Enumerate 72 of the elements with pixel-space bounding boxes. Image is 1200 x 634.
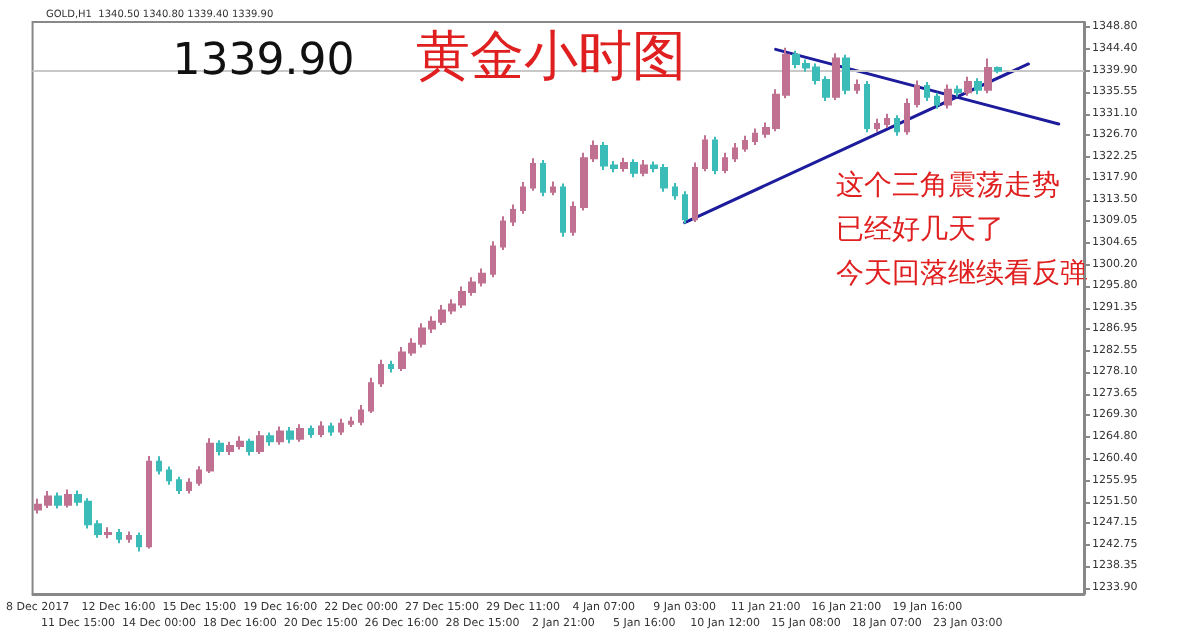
chart-title: 黄金小时图	[416, 26, 686, 88]
candlestick	[358, 404, 364, 427]
candlestick	[904, 97, 910, 136]
candlestick	[620, 156, 628, 173]
candlestick	[722, 151, 728, 175]
candlestick	[246, 437, 254, 457]
candlestick	[308, 424, 314, 439]
candlestick	[832, 52, 840, 102]
candlestick	[842, 53, 850, 96]
candlestick	[752, 127, 758, 146]
candlestick	[216, 439, 224, 457]
candlestick	[500, 215, 506, 251]
candlestick	[104, 526, 112, 540]
candlestick	[984, 57, 992, 95]
candlestick	[994, 65, 1002, 75]
candlestick	[328, 421, 334, 437]
candlestick	[348, 415, 354, 429]
candlestick	[276, 425, 284, 446]
candlestick	[176, 475, 182, 495]
candlestick	[742, 134, 748, 153]
candlestick	[166, 465, 172, 486]
candlestick	[296, 423, 304, 443]
candlestick	[964, 75, 972, 97]
candlestick	[510, 203, 516, 228]
candlestick	[630, 158, 638, 179]
candlestick	[924, 81, 930, 103]
candlestick	[64, 488, 72, 509]
candlestick	[570, 200, 576, 237]
candlestick	[318, 420, 324, 439]
candlestick	[550, 180, 556, 197]
candlestick	[286, 426, 294, 445]
candlestick	[884, 112, 890, 129]
candlestick	[206, 437, 214, 474]
candlestick	[530, 157, 536, 192]
candlestick	[894, 114, 900, 137]
candlestick	[944, 83, 952, 110]
candlestick	[156, 455, 162, 476]
candlestick	[54, 491, 62, 510]
candlestick	[560, 182, 566, 238]
candlestick	[520, 181, 526, 215]
candlestick	[874, 117, 880, 133]
candlestick	[864, 80, 870, 134]
candlestick	[136, 531, 142, 553]
annotation: 今天回落继续看反弹	[836, 258, 1088, 290]
candlestick	[702, 134, 708, 173]
candlestick	[672, 182, 678, 201]
candlestick	[388, 359, 394, 374]
candlestick	[338, 417, 344, 436]
candlestick	[692, 161, 698, 224]
candlestick	[640, 159, 648, 178]
candlestick	[854, 78, 860, 95]
annotation: 这个三角震荡走势	[836, 170, 1060, 202]
candlestick	[186, 477, 192, 495]
candlestick	[490, 240, 496, 279]
candlestick	[368, 376, 374, 414]
candlestick	[266, 431, 274, 447]
candlestick	[934, 91, 940, 110]
candlestick	[540, 159, 546, 198]
candlestick	[256, 429, 264, 455]
candlestick	[732, 142, 738, 164]
ref-line-label: 1339.90	[172, 35, 355, 86]
candlestick	[378, 358, 384, 389]
candlestick	[712, 135, 718, 176]
annotation: 已经好几天了	[836, 214, 1004, 246]
candlestick	[954, 84, 962, 98]
candlestick	[116, 528, 122, 545]
candlestick	[196, 465, 202, 487]
candlestick	[974, 77, 982, 96]
candlestick	[914, 79, 920, 109]
candlestick	[126, 530, 132, 544]
candlestick	[146, 454, 152, 550]
candlestick	[682, 190, 688, 225]
